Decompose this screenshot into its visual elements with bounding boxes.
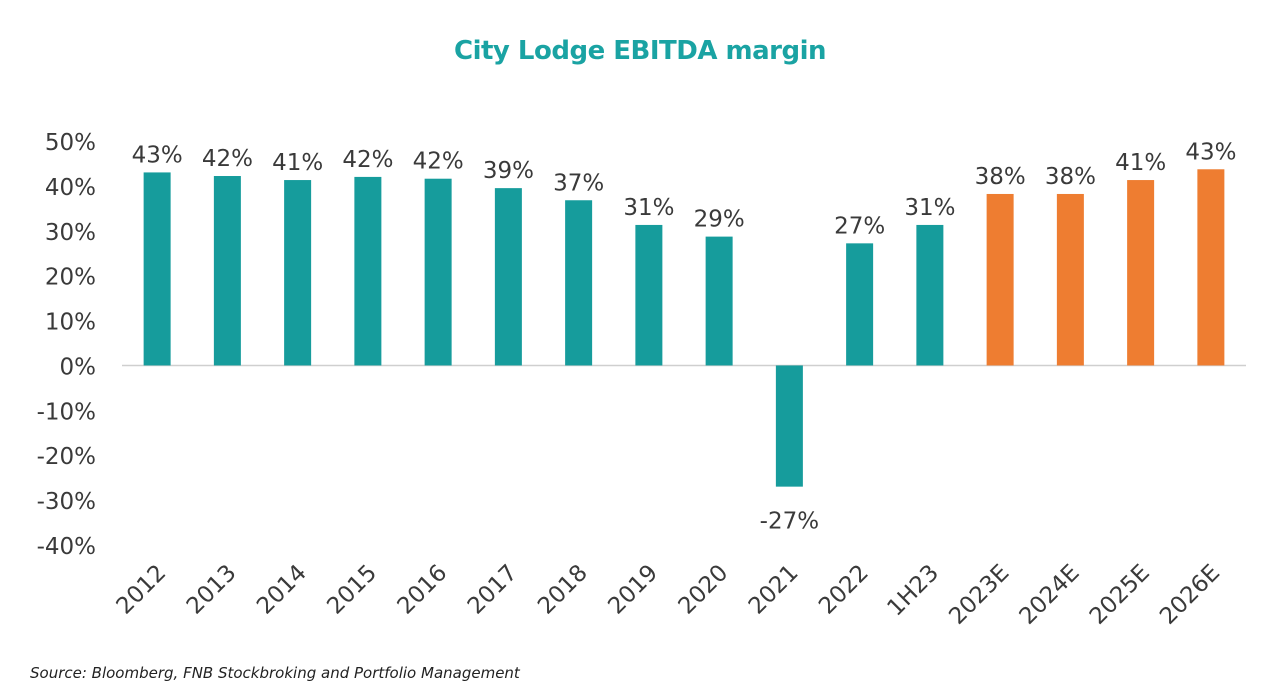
data-label: 41% (272, 150, 323, 176)
x-tick-label: 2025E (1085, 560, 1155, 630)
x-tick-label: 1H23 (882, 560, 944, 622)
data-label: 31% (623, 195, 674, 221)
source-note: Source: Bloomberg, FNB Stockbroking and … (30, 664, 520, 682)
data-label: 43% (1185, 139, 1236, 165)
data-label: 42% (413, 149, 464, 175)
data-label: 43% (132, 142, 183, 168)
bar-2015 (354, 176, 382, 366)
x-tick-label: 2017 (463, 560, 523, 620)
y-tick-label: 40% (45, 175, 96, 201)
y-tick-label: -10% (37, 399, 96, 425)
bar-2018 (565, 200, 593, 366)
x-tick-label: 2014 (252, 560, 312, 620)
x-tick-label: 2012 (112, 560, 172, 620)
x-tick-label: 2023E (944, 560, 1014, 630)
bar-2024E (1056, 193, 1084, 366)
bar-2020 (705, 236, 733, 366)
data-label: -27% (760, 509, 819, 535)
bar-2021 (775, 365, 803, 487)
data-label: 31% (904, 195, 955, 221)
bar-2017 (494, 188, 522, 366)
y-tick-label: -40% (37, 534, 96, 560)
data-label: 38% (1045, 164, 1096, 190)
x-tick-label: 2026E (1155, 560, 1225, 630)
bar-2022 (846, 243, 874, 366)
bar-2025E (1127, 180, 1155, 366)
bar-2026E (1197, 169, 1225, 366)
data-label: 29% (694, 207, 745, 233)
y-tick-label: 10% (45, 310, 96, 336)
x-tick-label: 2022 (814, 560, 874, 620)
bar-2013 (213, 176, 241, 366)
x-tick-label: 2021 (744, 560, 804, 620)
bar-1H23 (916, 224, 944, 366)
data-label: 38% (975, 164, 1026, 190)
x-tick-label: 2018 (533, 560, 593, 620)
data-label: 37% (553, 170, 604, 196)
y-tick-label: -20% (37, 444, 96, 470)
x-tick-label: 2015 (322, 560, 382, 620)
x-tick-label: 2016 (393, 560, 453, 620)
bar-2012 (143, 172, 171, 366)
y-tick-label: -30% (37, 489, 96, 515)
y-tick-label: 30% (45, 220, 96, 246)
data-label: 27% (834, 213, 885, 239)
y-tick-label: 20% (45, 265, 96, 291)
x-tick-label: 2013 (182, 560, 242, 620)
bar-2014 (284, 180, 312, 366)
x-tick-label: 2020 (674, 560, 734, 620)
bar-2016 (424, 178, 452, 366)
data-label: 39% (483, 158, 534, 184)
x-tick-label: 2019 (603, 560, 663, 620)
chart-title: City Lodge EBITDA margin (454, 36, 827, 66)
bar-2019 (635, 224, 663, 366)
y-tick-label: 0% (60, 354, 97, 380)
x-tick-label: 2024E (1015, 560, 1085, 630)
data-label: 42% (342, 147, 393, 173)
bar-2023E (986, 193, 1014, 366)
data-label: 41% (1115, 150, 1166, 176)
data-label: 42% (202, 146, 253, 172)
y-tick-label: 50% (45, 130, 96, 156)
